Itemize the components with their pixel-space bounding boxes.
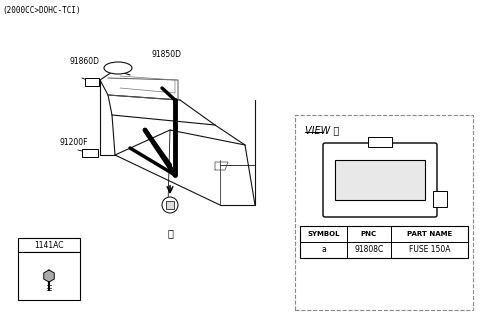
Text: 91200F: 91200F: [60, 138, 88, 147]
Text: 91860D: 91860D: [70, 57, 100, 66]
Text: 91850D: 91850D: [152, 50, 182, 59]
Text: 1141AC: 1141AC: [34, 240, 64, 250]
Polygon shape: [44, 270, 54, 282]
Bar: [368, 137, 392, 147]
Circle shape: [162, 197, 178, 213]
Text: PNC: PNC: [361, 231, 377, 237]
Text: 91808C: 91808C: [354, 245, 384, 255]
Ellipse shape: [104, 62, 132, 74]
Bar: [166, 201, 174, 209]
Bar: [300, 226, 468, 258]
Bar: [335, 160, 425, 200]
Bar: [18, 252, 80, 300]
Text: a: a: [321, 245, 326, 255]
Text: SYMBOL: SYMBOL: [307, 231, 340, 237]
Text: (2000CC>DOHC-TCI): (2000CC>DOHC-TCI): [2, 6, 81, 15]
Bar: [433, 191, 447, 207]
Bar: [82, 149, 98, 157]
Bar: [295, 115, 473, 310]
Text: FUSE 150A: FUSE 150A: [408, 245, 450, 255]
Text: VIEW Ⓐ: VIEW Ⓐ: [305, 125, 339, 135]
Text: Ⓐ: Ⓐ: [167, 228, 173, 238]
Bar: [18, 238, 80, 252]
FancyBboxPatch shape: [323, 143, 437, 217]
Bar: [85, 78, 99, 86]
Text: PART NAME: PART NAME: [407, 231, 452, 237]
